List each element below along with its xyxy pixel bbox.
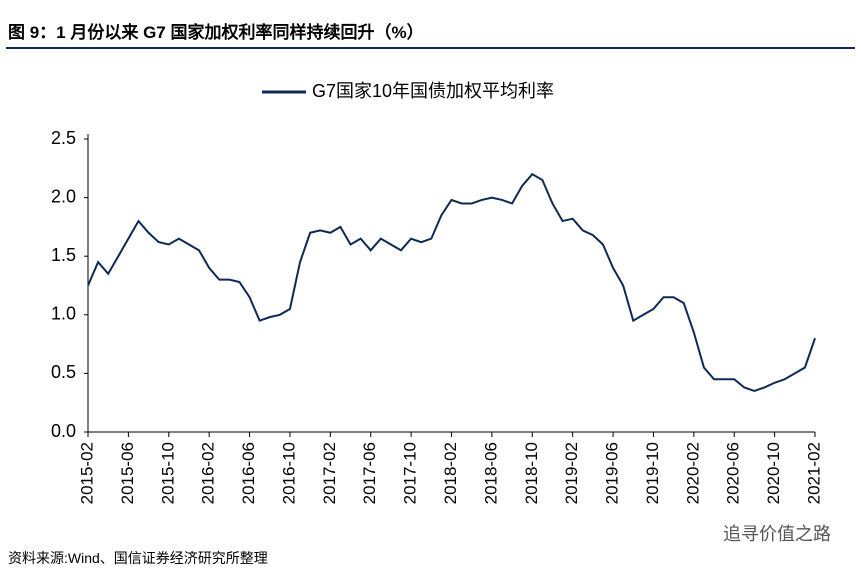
x-tick-label: 2015-10: [158, 442, 177, 504]
x-tick-label: 2018-10: [522, 442, 541, 504]
x-tick-label: 2017-10: [401, 442, 420, 504]
x-tick-label: 2017-06: [360, 442, 379, 504]
y-tick-label: 2.5: [51, 128, 76, 148]
x-tick-label: 2015-06: [118, 442, 137, 504]
x-tick-label: 2015-02: [77, 442, 96, 504]
y-tick-label: 0.5: [51, 362, 76, 382]
x-tick-label: 2020-02: [683, 442, 702, 504]
y-tick-label: 1.0: [51, 304, 76, 324]
x-tick-label: 2017-02: [320, 442, 339, 504]
x-tick-label: 2019-10: [643, 442, 662, 504]
x-tick-label: 2016-06: [239, 442, 258, 504]
y-tick-label: 2.0: [51, 186, 76, 206]
line-series: [87, 172, 816, 393]
legend-label: G7国家10年国债加权平均利率: [312, 81, 554, 101]
y-tick-label: 1.5: [51, 245, 76, 265]
y-tick-label: 0.0: [51, 421, 76, 441]
x-tick-label: 2018-02: [441, 442, 460, 504]
x-tick-label: 2016-02: [199, 442, 218, 504]
x-tick-label: 2021-02: [804, 442, 823, 504]
x-tick-label: 2016-10: [279, 442, 298, 504]
x-tick-label: 2019-06: [603, 442, 622, 504]
x-tick-label: 2020-06: [724, 442, 743, 504]
x-tick-label: 2020-10: [764, 442, 783, 504]
x-tick-label: 2019-02: [562, 442, 581, 504]
x-tick-label: 2018-06: [481, 442, 500, 504]
source-note: 资料来源:Wind、国信证券经济研究所整理: [8, 550, 268, 566]
figure-title: 图 9：1 月份以来 G7 国家加权利率同样持续回升（%）: [8, 23, 424, 42]
header-rule: [6, 47, 855, 49]
watermark: 追寻价值之路: [723, 524, 831, 544]
